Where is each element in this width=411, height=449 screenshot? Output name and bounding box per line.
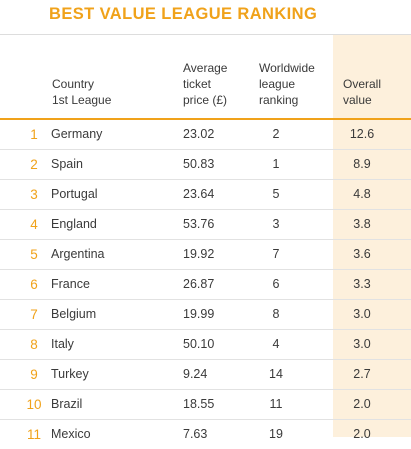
overall-value: 4.8 — [353, 187, 371, 201]
table-row: 8 Italy 50.10 4 3.0 — [0, 330, 411, 360]
country-name: Turkey — [51, 367, 89, 381]
worldwide-ranking: 19 — [269, 427, 283, 441]
rank-number: 2 — [30, 157, 38, 172]
overall-value: 3.0 — [353, 337, 371, 351]
country-name: Portugal — [51, 187, 98, 201]
country-name: France — [51, 277, 90, 291]
page-title: BEST VALUE LEAGUE RANKING — [49, 5, 318, 23]
ticket-price: 26.87 — [183, 277, 215, 291]
table-row: 6 France 26.87 6 3.3 — [0, 270, 411, 300]
country-name: England — [51, 217, 97, 231]
worldwide-ranking: 2 — [272, 127, 280, 141]
header-overall-value: Overall value — [343, 77, 382, 107]
table-row: 3 Portugal 23.64 5 4.8 — [0, 180, 411, 210]
worldwide-ranking: 4 — [272, 337, 280, 351]
worldwide-ranking: 7 — [272, 247, 280, 261]
rank-number: 5 — [30, 247, 38, 262]
overall-value: 8.9 — [353, 157, 371, 171]
overall-value: 3.6 — [353, 247, 371, 261]
table-row: 2 Spain 50.83 1 8.9 — [0, 150, 411, 180]
rank-number: 10 — [26, 397, 42, 412]
overall-value-column-highlight — [333, 34, 411, 437]
overall-value: 12.6 — [349, 127, 375, 141]
worldwide-ranking: 11 — [269, 397, 283, 411]
header-top-divider — [0, 34, 411, 35]
overall-value: 2.0 — [353, 397, 371, 411]
table-row: 4 England 53.76 3 3.8 — [0, 210, 411, 240]
worldwide-ranking: 8 — [272, 307, 280, 321]
table-row: 7 Belgium 19.99 8 3.0 — [0, 300, 411, 330]
ticket-price: 23.02 — [183, 127, 215, 141]
rank-number: 6 — [30, 277, 38, 292]
ticket-price: 19.99 — [183, 307, 215, 321]
rank-number: 9 — [30, 367, 38, 382]
worldwide-ranking: 5 — [272, 187, 280, 201]
header-bottom-divider — [0, 118, 411, 120]
table-row: 5 Argentina 19.92 7 3.6 — [0, 240, 411, 270]
country-name: Argentina — [51, 247, 105, 261]
header-country: Country 1st League — [52, 77, 112, 107]
rank-number: 8 — [30, 337, 38, 352]
worldwide-ranking: 1 — [272, 157, 280, 171]
ticket-price: 18.55 — [183, 397, 215, 411]
country-name: Spain — [51, 157, 83, 171]
worldwide-ranking: 6 — [272, 277, 280, 291]
country-name: Germany — [51, 127, 103, 141]
rank-number: 3 — [30, 187, 38, 202]
table-row: 11 Mexico 7.63 19 2.0 — [0, 420, 411, 449]
country-name: Italy — [51, 337, 74, 351]
worldwide-ranking: 14 — [269, 367, 283, 381]
worldwide-ranking: 3 — [272, 217, 280, 231]
table-row: 1 Germany 23.02 2 12.6 — [0, 120, 411, 150]
overall-value: 3.0 — [353, 307, 371, 321]
ticket-price: 19.92 — [183, 247, 215, 261]
rank-number: 4 — [30, 217, 38, 232]
overall-value: 3.8 — [353, 217, 371, 231]
header-worldwide-ranking: Worldwide league ranking — [259, 61, 315, 107]
ticket-price: 50.10 — [183, 337, 215, 351]
ticket-price: 53.76 — [183, 217, 215, 231]
ticket-price: 50.83 — [183, 157, 215, 171]
table-row: 9 Turkey 9.24 14 2.7 — [0, 360, 411, 390]
ticket-price: 23.64 — [183, 187, 215, 201]
overall-value: 2.7 — [353, 367, 371, 381]
header-ticket-price: Average ticket price (£) — [183, 61, 228, 107]
country-name: Brazil — [51, 397, 83, 411]
rank-number: 1 — [30, 127, 38, 142]
country-name: Belgium — [51, 307, 97, 321]
table-row: 10 Brazil 18.55 11 2.0 — [0, 390, 411, 420]
ticket-price: 9.24 — [183, 367, 208, 381]
rank-number: 11 — [26, 427, 41, 442]
overall-value: 2.0 — [353, 427, 371, 441]
overall-value: 3.3 — [353, 277, 371, 291]
country-name: Mexico — [51, 427, 91, 441]
rank-number: 7 — [30, 307, 38, 322]
ranking-table-body: 1 Germany 23.02 2 12.6 2 Spain 50.83 1 8… — [0, 120, 411, 449]
ticket-price: 7.63 — [183, 427, 208, 441]
